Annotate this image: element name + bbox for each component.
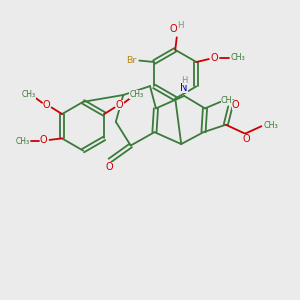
Text: O: O (106, 162, 113, 172)
Text: N: N (180, 83, 188, 93)
Text: Br: Br (126, 56, 136, 65)
Text: CH₃: CH₃ (22, 90, 36, 99)
Text: O: O (116, 100, 124, 110)
Text: O: O (169, 24, 177, 34)
Text: CH₃: CH₃ (129, 90, 143, 99)
Text: O: O (43, 100, 50, 110)
Text: O: O (232, 100, 239, 110)
Text: CH₃: CH₃ (221, 96, 236, 105)
Text: O: O (40, 136, 47, 146)
Text: O: O (211, 53, 219, 64)
Text: O: O (243, 134, 250, 144)
Text: CH₃: CH₃ (230, 53, 245, 62)
Text: H: H (177, 21, 184, 30)
Text: CH₃: CH₃ (263, 121, 278, 130)
Text: CH₃: CH₃ (16, 136, 30, 146)
Text: H: H (182, 76, 188, 85)
